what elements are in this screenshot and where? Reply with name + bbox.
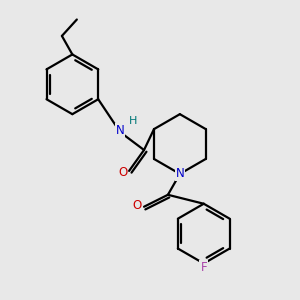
Text: N: N [116, 124, 124, 137]
Text: N: N [176, 167, 184, 180]
Text: O: O [118, 166, 127, 179]
Text: H: H [128, 116, 137, 126]
Text: F: F [200, 261, 207, 274]
Text: O: O [132, 199, 141, 212]
